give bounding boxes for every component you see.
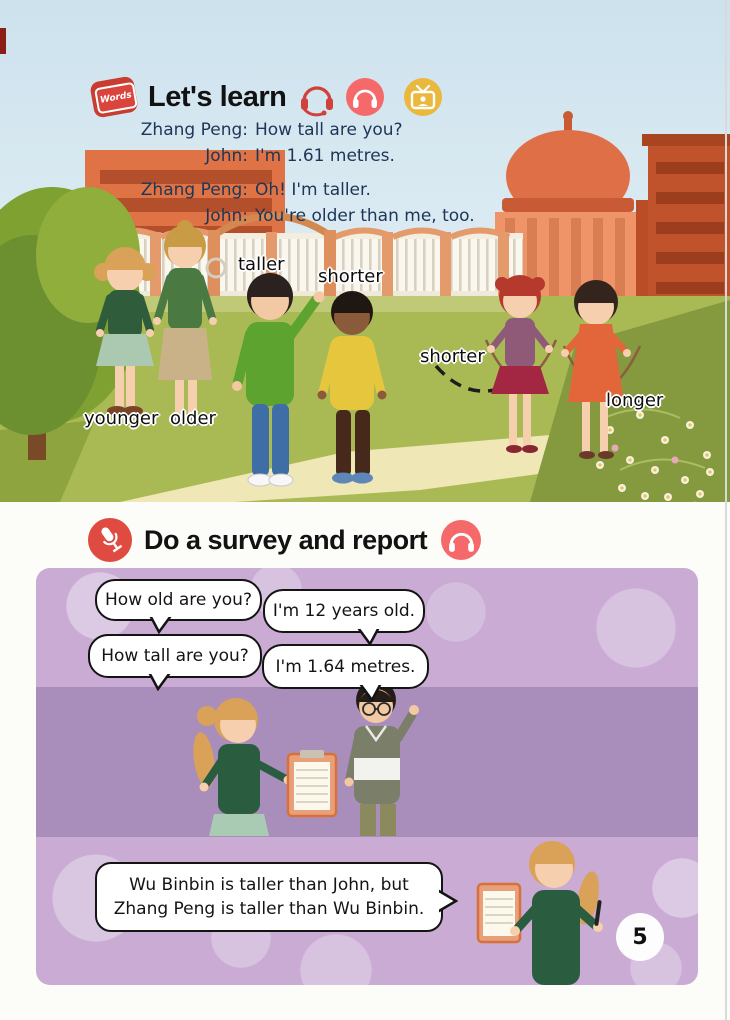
page-edge xyxy=(725,0,727,1020)
dialogue-line: John: I'm 1.61 metres. xyxy=(134,143,475,169)
bubble-text: How tall are you? xyxy=(101,646,249,666)
speaker: John: xyxy=(205,206,248,226)
handheld-clipboard xyxy=(476,882,522,944)
speaker: Zhang Peng: xyxy=(140,180,248,200)
character-older-woman xyxy=(153,220,217,426)
character-skipping-girl-2 xyxy=(561,280,631,459)
page-number: 5 xyxy=(616,913,664,961)
bubble-text: I'm 1.64 metres. xyxy=(275,656,416,677)
label-younger: younger xyxy=(84,408,159,429)
bubble-report: Wu Binbin is taller than John, but Zhang… xyxy=(95,862,458,932)
label-shorter-girl: shorter xyxy=(420,346,485,367)
character-john xyxy=(317,291,387,484)
bubble-12-years: I'm 12 years old. xyxy=(263,589,425,646)
bubble-text: How old are you? xyxy=(105,590,252,610)
label-longer: longer xyxy=(606,390,664,411)
panel-middle-band xyxy=(36,687,698,837)
character-skipping-girl-1 xyxy=(487,275,553,453)
fence-ring xyxy=(205,257,227,279)
line-text: I'm 1.61 metres. xyxy=(255,146,395,166)
dialogue-line: Zhang Peng: How tall are you? xyxy=(134,117,475,143)
tv-icon[interactable] xyxy=(404,78,443,116)
speaker: Zhang Peng: xyxy=(140,120,248,140)
microphone-icon xyxy=(88,518,132,562)
section-title-survey: Do a survey and report xyxy=(144,524,428,555)
words-badge-label: Words xyxy=(99,90,133,106)
grass-patch xyxy=(0,420,95,502)
label-older: older xyxy=(170,408,216,429)
lets-learn-illustration xyxy=(0,0,730,502)
report-line: Wu Binbin is taller than John, but xyxy=(129,874,409,895)
survey-header: Do a survey and report xyxy=(88,518,482,562)
bubble-how-tall: How tall are you? xyxy=(88,634,262,691)
gate-arch xyxy=(211,212,333,239)
character-reporter-girl xyxy=(476,841,603,985)
line-text: Oh! I'm taller. xyxy=(255,180,371,200)
speaker: John: xyxy=(205,146,248,166)
headphones-icon[interactable] xyxy=(441,520,482,560)
character-younger-girl xyxy=(94,247,156,416)
bubble-how-old: How old are you? xyxy=(95,579,262,634)
words-cards-icon: Words xyxy=(89,75,139,119)
pen xyxy=(594,900,602,926)
label-taller: taller xyxy=(238,254,285,275)
page-edge-mark xyxy=(0,28,6,54)
character-zhang-peng xyxy=(232,273,325,487)
dialogue-block: Zhang Peng: How tall are you? John: I'm … xyxy=(134,117,475,229)
dialogue-line: Zhang Peng: Oh! I'm taller. xyxy=(134,177,475,203)
right-building xyxy=(636,134,730,322)
report-line: Zhang Peng is taller than Wu Binbin. xyxy=(113,899,425,919)
line-text: You're older than me, too. xyxy=(255,206,475,226)
label-shorter-boy: shorter xyxy=(318,266,383,287)
line-text: How tall are you? xyxy=(255,120,403,140)
lets-learn-header: Words Let's learn xyxy=(89,75,443,119)
bubble-text: I'm 12 years old. xyxy=(272,601,416,621)
dialogue-line: John: You're older than me, too. xyxy=(134,203,475,229)
headphones-icon[interactable] xyxy=(346,78,385,116)
section-title-lets-learn: Let's learn xyxy=(148,80,287,113)
headset-mic-icon[interactable] xyxy=(296,76,338,118)
bubble-164-metres: I'm 1.64 metres. xyxy=(262,644,429,702)
